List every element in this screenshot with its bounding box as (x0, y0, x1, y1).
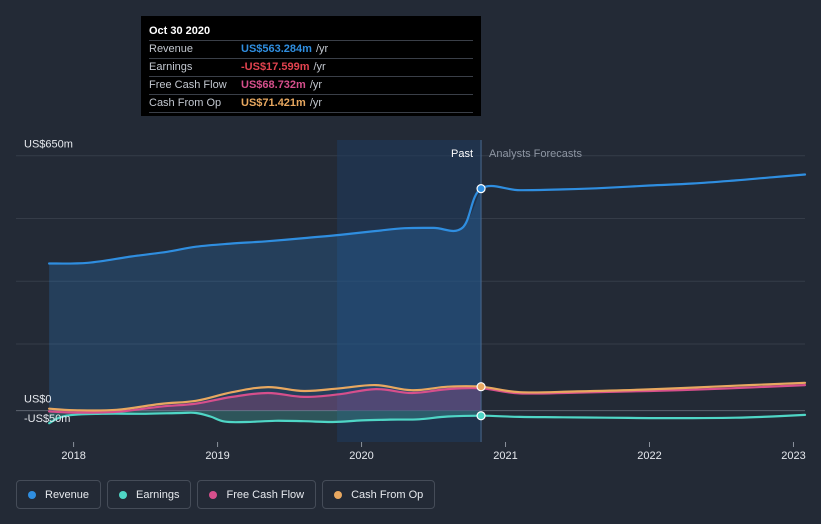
tooltip-row-earnings: Earnings -US$17.599m /yr (149, 58, 473, 76)
legend-label: Free Cash Flow (226, 488, 305, 501)
tooltip-suffix: /yr (309, 97, 323, 109)
earnings-area (49, 410, 481, 424)
past-label: Past (451, 148, 473, 160)
series-fills (49, 188, 481, 424)
legend-item-revenue[interactable]: Revenue (16, 480, 102, 509)
tooltip-date: Oct 30 2020 (149, 25, 211, 37)
tooltip-value: US$563.284m (241, 43, 312, 55)
x-tick-label: 2020 (349, 450, 373, 462)
free-cash-flow-area (49, 388, 481, 413)
legend-label: Earnings (136, 488, 180, 501)
legend-dot-icon (28, 490, 36, 499)
tooltip-value: US$71.421m (241, 97, 306, 109)
free-cash-flow-line (48, 384, 807, 414)
tooltip-row-revenue: Revenue US$563.284m /yr (149, 40, 473, 58)
y-tick-label: -US$50m (24, 413, 70, 425)
legend-item-free-cash-flow[interactable]: Free Cash Flow (197, 480, 317, 509)
y-tick-label: US$650m (24, 139, 73, 151)
legend-item-earnings[interactable]: Earnings (107, 480, 192, 509)
revenue-marker (476, 184, 486, 194)
tooltip-row-free-cash-flow: Free Cash Flow US$68.732m /yr (149, 76, 473, 94)
tooltip-suffix: /yr (315, 43, 329, 55)
x-tick-label: 2018 (61, 450, 85, 462)
x-tick-label: 2022 (637, 450, 661, 462)
cash-from-op-marker (476, 382, 486, 392)
x-tick-label: 2023 (781, 450, 805, 462)
y-axis: US$650m US$0 -US$50m (24, 139, 73, 426)
legend-label: Revenue (45, 488, 90, 501)
cash-from-op-line (48, 381, 807, 412)
tooltip-suffix: /yr (309, 79, 323, 91)
x-tick-label: 2019 (205, 450, 229, 462)
tooltip-value: -US$17.599m (241, 61, 310, 73)
chart-legend: Revenue Earnings Free Cash Flow Cash Fro… (16, 480, 441, 509)
tooltip-label: Earnings (149, 61, 193, 73)
tooltip-row-cash-from-op: Cash From Op US$71.421m /yr (149, 94, 473, 113)
revenue-area (49, 188, 481, 411)
data-tooltip: Oct 30 2020 Revenue US$563.284m /yr Earn… (141, 16, 481, 116)
analysts-forecasts-label: Analysts Forecasts (489, 148, 582, 160)
series-lines (48, 173, 807, 425)
tooltip-label: Free Cash Flow (149, 79, 227, 91)
y-tick-label: US$0 (24, 394, 52, 406)
tooltip-label: Cash From Op (149, 97, 222, 109)
x-axis: 2018 2019 2020 2021 2022 2023 (61, 442, 806, 462)
earnings-marker (476, 411, 486, 421)
legend-label: Cash From Op (351, 488, 424, 501)
x-tick-label: 2021 (493, 450, 517, 462)
tooltip-value: US$68.732m (241, 79, 306, 91)
tooltip-markers (476, 184, 486, 421)
tooltip-label: Revenue (149, 43, 194, 55)
legend-dot-icon (119, 490, 128, 499)
legend-dot-icon (209, 490, 218, 499)
earnings-line (48, 411, 807, 425)
legend-item-cash-from-op[interactable]: Cash From Op (322, 480, 436, 509)
legend-dot-icon (334, 490, 343, 499)
tooltip-suffix: /yr (313, 61, 326, 73)
revenue-line (48, 173, 807, 265)
